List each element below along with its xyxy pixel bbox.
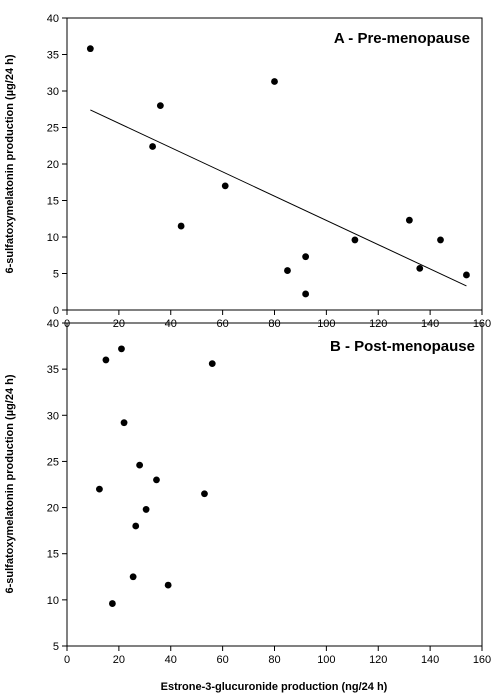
panel-a-x-tick-label: 120 bbox=[369, 318, 387, 330]
panel-b-data-point-4 bbox=[120, 419, 128, 427]
panel-b-data-point-11 bbox=[201, 490, 208, 498]
panel-a-data-point-0 bbox=[86, 45, 94, 53]
panel-a-data-point-13 bbox=[463, 271, 470, 279]
panel-a-y-tick-label: 5 bbox=[53, 269, 59, 281]
panel-b-data-point-8 bbox=[142, 506, 150, 513]
panel-a-y-tick-label: 40 bbox=[47, 13, 59, 25]
panel-b-data-point-10 bbox=[164, 581, 172, 589]
panel-b-x-tick-label: 20 bbox=[113, 654, 125, 666]
panel-a-x-tick-label: 100 bbox=[317, 318, 335, 330]
panel-b-y-axis-title: 6-sulfatoxymelatonin production (µg/24 h… bbox=[4, 374, 16, 593]
panel-a-data-point-2 bbox=[156, 102, 164, 109]
panel-a-data-point-5 bbox=[271, 78, 278, 85]
panel-a-data-point-6 bbox=[284, 267, 291, 274]
panel-a-data-point-7 bbox=[302, 253, 310, 261]
panel-b-data-point-2 bbox=[108, 600, 116, 607]
panel-a-x-tick-label: 60 bbox=[217, 318, 229, 330]
panel-b-y-tick-label: 5 bbox=[53, 641, 59, 653]
panel-b-data-point-1 bbox=[102, 356, 110, 364]
panel-a-pre-menopause: A - Pre-menopause 6-sulfatoxymelatonin p… bbox=[4, 13, 491, 330]
panel-a-y-tick-label: 0 bbox=[53, 305, 59, 317]
panel-a-y-tick-label: 35 bbox=[47, 50, 59, 62]
panel-b-x-tick-label: 80 bbox=[268, 654, 280, 666]
panel-a-trendline bbox=[90, 109, 467, 287]
panel-a-x-tick-label: 20 bbox=[113, 318, 125, 330]
panel-b-x-tick-label: 40 bbox=[165, 654, 177, 666]
panel-a-x-tick-label: 80 bbox=[268, 318, 280, 330]
panel-b-post-menopause: B - Post-menopause 6-sulfatoxymelatonin … bbox=[4, 318, 491, 693]
panel-a-data-point-3 bbox=[177, 222, 185, 230]
panel-a-y-tick-label: 15 bbox=[47, 196, 59, 208]
panel-b-axis-ticks: 0 20 40 60 80 100 120 140 160 5 10 15 20 25 30 35 40 bbox=[47, 318, 491, 666]
panel-b-data-point-3 bbox=[118, 345, 125, 353]
panel-a-x-tick-label: 140 bbox=[421, 318, 439, 330]
panel-b-data-point-0 bbox=[96, 485, 103, 493]
panel-a-y-axis-title: 6-sulfatoxymelatonin production (µg/24 h… bbox=[4, 54, 16, 273]
panel-a-data-point-11 bbox=[416, 264, 424, 272]
panel-a-points bbox=[86, 45, 470, 298]
panel-b-x-tick-label: 160 bbox=[473, 654, 491, 666]
panel-a-data-point-8 bbox=[302, 290, 310, 298]
panel-a-data-point-12 bbox=[437, 236, 444, 244]
panel-b-plot-frame bbox=[66, 322, 483, 647]
panel-b-y-tick-label: 25 bbox=[47, 456, 59, 468]
panel-b-y-tick-label: 15 bbox=[47, 549, 59, 561]
panel-b-x-axis-title: Estrone-3-glucuronide production (ng/24 … bbox=[161, 681, 388, 693]
panel-b-data-point-7 bbox=[136, 461, 144, 469]
panel-b-y-tick-label: 20 bbox=[47, 503, 59, 515]
panel-a-title: A - Pre-menopause bbox=[334, 30, 470, 47]
panel-b-title: B - Post-menopause bbox=[330, 338, 475, 355]
panel-b-y-tick-label: 10 bbox=[47, 595, 59, 607]
panel-b-points bbox=[96, 345, 216, 607]
panel-a-y-tick-label: 25 bbox=[47, 123, 59, 135]
panel-b-data-point-6 bbox=[132, 522, 140, 530]
panel-a-trendline-group bbox=[90, 109, 467, 287]
panel-b-y-tick-label: 35 bbox=[47, 364, 59, 376]
panel-a-data-point-10 bbox=[405, 216, 413, 224]
panel-b-x-tick-label: 60 bbox=[217, 654, 229, 666]
panel-b-y-tick-label: 40 bbox=[47, 318, 59, 330]
panel-b-x-tick-label: 120 bbox=[369, 654, 387, 666]
panel-a-y-tick-label: 10 bbox=[47, 232, 59, 244]
panel-a-data-point-9 bbox=[351, 236, 359, 244]
panel-b-x-tick-label: 140 bbox=[421, 654, 439, 666]
panel-b-y-tick-label: 30 bbox=[47, 410, 59, 422]
panel-b-data-point-9 bbox=[153, 476, 160, 484]
panel-b-data-point-5 bbox=[129, 573, 137, 581]
panel-a-data-point-1 bbox=[149, 143, 156, 150]
panel-a-y-tick-label: 20 bbox=[47, 159, 59, 171]
panel-b-x-tick-label: 100 bbox=[317, 654, 335, 666]
panel-a-data-point-4 bbox=[221, 182, 229, 190]
panel-b-data-point-12 bbox=[208, 360, 216, 368]
panel-b-x-tick-label: 0 bbox=[64, 654, 70, 666]
panel-a-y-tick-label: 30 bbox=[47, 86, 59, 98]
panel-a-x-tick-label: 40 bbox=[165, 318, 177, 330]
